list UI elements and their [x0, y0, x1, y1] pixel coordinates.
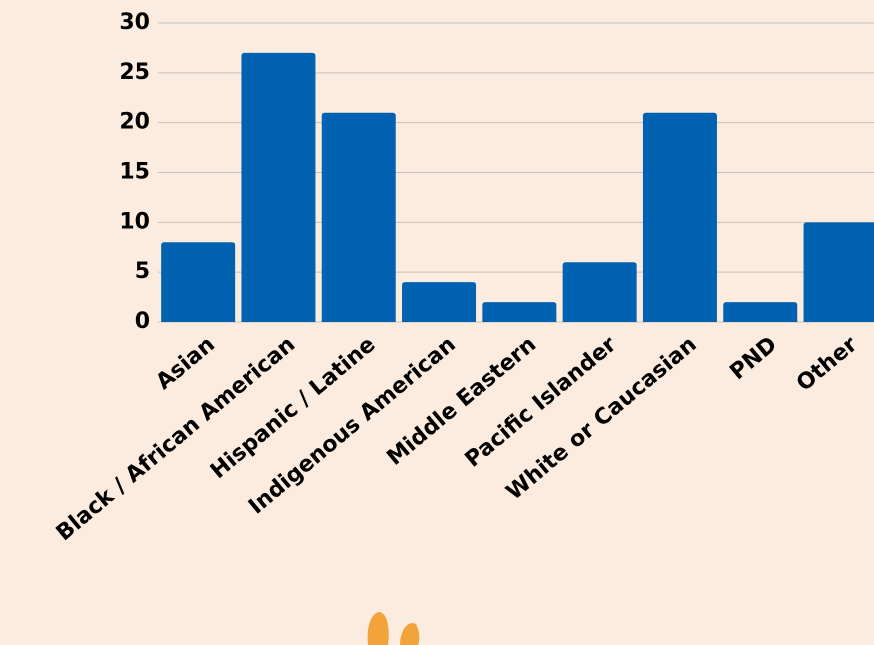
y-tick-label: 30 — [119, 10, 150, 35]
bar — [241, 52, 316, 323]
bar — [803, 222, 874, 322]
y-tick-label: 25 — [119, 60, 150, 85]
bar — [321, 112, 396, 322]
bar — [562, 262, 637, 322]
y-tick-label: 20 — [119, 110, 150, 135]
bar — [482, 302, 557, 322]
y-tick-label: 15 — [119, 160, 150, 185]
decor-shape — [400, 623, 420, 645]
y-tick-label: 5 — [135, 259, 150, 284]
y-tick-label: 0 — [135, 309, 150, 334]
bar — [402, 282, 477, 322]
bar — [161, 242, 236, 322]
decor-shape — [367, 612, 389, 645]
bar — [642, 112, 717, 322]
decoration — [367, 612, 420, 645]
bar — [723, 302, 798, 322]
y-tick-label: 10 — [119, 209, 150, 234]
